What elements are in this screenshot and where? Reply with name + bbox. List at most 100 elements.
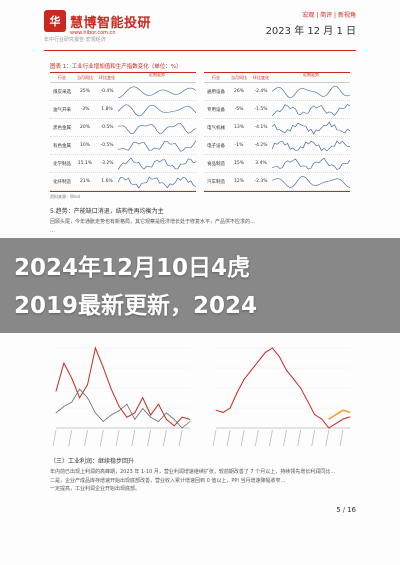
row-change: -2.4% — [254, 89, 268, 94]
sparkline-line — [271, 175, 351, 188]
col-header: 近期走势 — [303, 71, 319, 77]
data-point — [79, 397, 81, 399]
data-point — [300, 387, 302, 389]
data-point — [165, 418, 167, 420]
row-yoy: 26% — [233, 89, 244, 94]
data-point — [349, 412, 351, 413]
table-row: 电气机械 13% -4.1% — [204, 119, 351, 137]
col-header: 行业 — [58, 74, 66, 80]
series-line — [55, 346, 191, 427]
data-point — [349, 416, 351, 418]
data-point — [328, 418, 330, 420]
x-tick-label — [339, 429, 344, 447]
data-point — [95, 412, 96, 414]
row-yoy: 21% — [79, 179, 90, 184]
section5-body: 回顾头尾，今年通胀走势也有新格局，其它观察是经济增长处于修复水平，产品供不应求的… — [50, 218, 350, 236]
table-row: 汽车制造 12% -2.3% — [204, 173, 351, 191]
row-sparkline — [117, 156, 197, 172]
x-tick-label — [162, 429, 167, 447]
data-point — [286, 369, 287, 371]
sparkline-line — [117, 122, 197, 134]
row-industry: 电气机械 — [207, 125, 225, 131]
table-row: 化纤制造 21% 1.6% — [50, 173, 197, 191]
data-point — [328, 427, 330, 429]
table-row: 食品制造 15% 3.4% — [204, 155, 351, 173]
row-yoy: 15% — [233, 161, 244, 166]
row-sparkline — [117, 102, 197, 118]
row-change: -1.5% — [254, 107, 268, 112]
sparkline-line — [271, 139, 350, 151]
data-point — [321, 418, 323, 420]
data-point — [215, 409, 217, 411]
x-tick-label — [52, 429, 57, 447]
row-industry: 化纤制造 — [53, 179, 71, 185]
data-point — [158, 403, 159, 405]
x-tick-label — [283, 429, 287, 447]
row-sparkline — [117, 174, 197, 190]
current-page: 5 — [336, 506, 341, 514]
row-industry: 专用设备 — [207, 107, 225, 113]
row-change: -0.4% — [100, 89, 114, 94]
header-divider — [44, 50, 356, 51]
table-header: 行业 当月同比 环比变化 近期走势 — [204, 71, 350, 83]
logo-url: www.hibor.com.cn — [70, 30, 116, 36]
row-industry: 电子设备 — [207, 143, 225, 149]
data-point — [142, 397, 144, 399]
page-number: 5 / 16 — [336, 506, 356, 514]
x-tick-label — [240, 429, 245, 447]
table-row: 油气开采 -3% 1.8% — [50, 101, 197, 119]
data-point — [110, 414, 112, 416]
table-right: 行业 当月同比 环比变化 近期走势 通用设备 26% -2.4% 专用设备 -5% -1.… — [204, 71, 351, 192]
data-point — [150, 414, 151, 416]
logo-text: 慧博智能投研 — [70, 15, 152, 31]
table-row: 电子设备 -1% -4.2% — [204, 137, 350, 155]
series-line — [55, 388, 191, 429]
data-point — [55, 412, 57, 414]
data-point — [342, 409, 344, 411]
data-point — [110, 388, 112, 390]
sparkline-line — [117, 157, 197, 170]
sparkline-line — [117, 103, 197, 116]
paragraph-line: 年内前已出现上利润的高峰期，2023 年 1-10 月，营业利润增速继续扩张，较… — [50, 469, 336, 475]
data-point — [102, 421, 104, 422]
data-point — [126, 416, 128, 418]
data-point — [71, 377, 73, 379]
page-separator: / — [342, 506, 346, 514]
x-tick-label — [68, 429, 73, 447]
data-point — [150, 416, 151, 418]
x-tick-label — [254, 429, 259, 447]
banner-line-2: 2019最新更新，2024 — [14, 293, 258, 319]
section3-title: （三）工业利润：继续稳步回升 — [50, 458, 135, 465]
section5-title: 5.趋势：产能缺口消退，结构性再均衡为主 — [50, 208, 164, 215]
data-point — [118, 405, 120, 407]
chart-ppi — [212, 347, 351, 447]
row-change: -4.2% — [254, 143, 268, 148]
data-point — [134, 412, 136, 414]
x-tick-label — [99, 429, 104, 447]
data-point — [87, 384, 88, 386]
total-pages: 16 — [347, 506, 356, 514]
row-sparkline — [271, 156, 351, 172]
x-tick-label — [212, 429, 217, 447]
row-industry: 食品制造 — [207, 161, 225, 167]
row-change: 1.8% — [101, 107, 113, 112]
sparkline-line — [117, 85, 197, 98]
data-point — [257, 360, 259, 362]
sparkline-line — [117, 176, 197, 189]
figure1-tables: 行业 当月同比 环比变化 近期走势 煤炭采选 25% -0.4% 油气开采 -3% 1.8… — [50, 71, 351, 192]
row-sparkline — [271, 138, 350, 154]
row-industry: 煤炭采选 — [53, 89, 71, 95]
data-point — [222, 412, 224, 413]
data-point — [118, 410, 120, 412]
data-point — [293, 378, 294, 380]
data-point — [134, 418, 136, 420]
col-header: 环比变化 — [99, 74, 115, 80]
col-header: 当月同比 — [231, 74, 247, 80]
row-sparkline — [117, 84, 197, 100]
logo-tagline: 年中行业研究报告·宏观经济 — [44, 37, 106, 43]
figure1-caption: 图表 1：工业行业增加值和生产指数变化（单位：%） — [50, 64, 182, 70]
sparkline-line — [117, 139, 197, 152]
row-sparkline — [271, 84, 351, 100]
row-change: 1.6% — [101, 179, 113, 184]
row-industry: 有色金属 — [53, 143, 71, 149]
